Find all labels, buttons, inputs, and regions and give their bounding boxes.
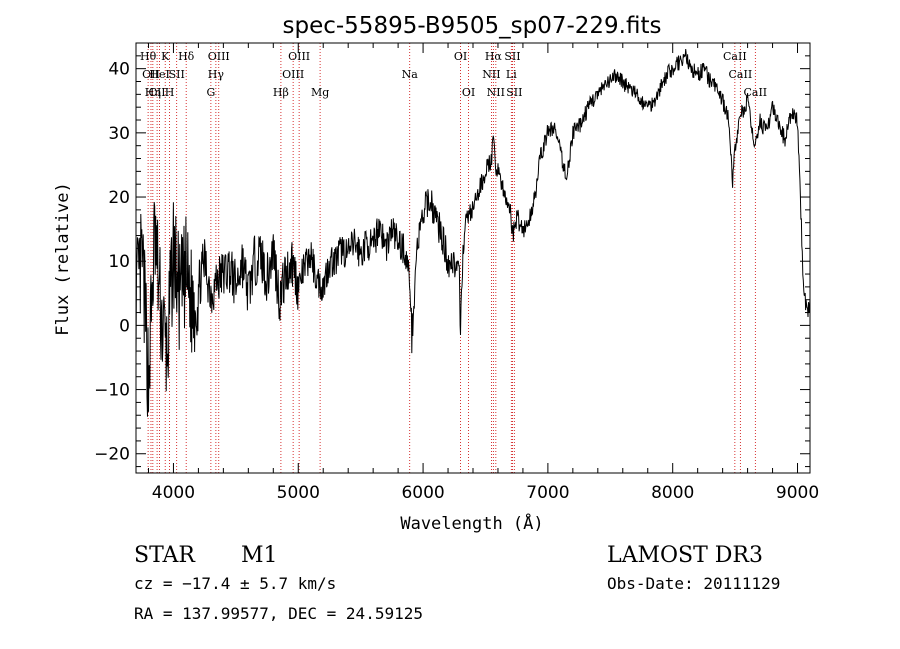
x-tick-label: 7000 [526,483,569,503]
spectral-line-label: NII [487,86,505,99]
spectral-line-label: Hα [485,50,503,63]
spectral-line-label: OII [142,68,160,81]
chart-title: spec-55895-B9505_sp07-229.fits [283,13,662,39]
spectral-line-label: CII [149,86,166,99]
spectral-line-label: OIII [282,68,304,81]
y-tick-label: −10 [94,381,130,401]
spectral-line-label: NII [482,68,500,81]
spectral-line-label: G [206,86,215,99]
x-tick-label: 5000 [277,483,320,503]
spectral-line-label: Na [402,68,419,81]
y-tick-label: 30 [108,124,130,144]
ra-dec-coordinates: RA = 137.99577, DEC = 24.59125 [134,604,423,623]
spectral-line-label: OI [454,50,467,63]
spectral-line-label: Hη [145,86,161,99]
spectral-line-label: SII [504,50,520,63]
y-axis-ticks: −20 −10 0 10 20 30 40 [94,42,810,468]
x-tick-label: 6000 [401,483,444,503]
y-tick-label: 20 [108,188,130,208]
object-class: STAR [134,543,196,568]
spectral-line-label: OI [462,86,475,99]
y-axis-label: Flux (relative) [53,182,73,336]
spectral-line-label: SII [506,86,522,99]
spectral-line-label: CaII [743,86,767,99]
spectral-line-label: CaII [723,50,747,63]
x-axis-ticks: 4000 5000 6000 7000 8000 9000 [147,43,819,503]
spectral-line-label: K [161,50,170,63]
spectral-line-label: OIII [288,50,310,63]
observation-date: Obs-Date: 20111129 [607,574,780,593]
spectral-line-label: Hβ [273,86,289,99]
spectral-line-label: H [165,86,175,99]
x-tick-label: 9000 [776,483,819,503]
spectral-line-label: Li [506,68,517,81]
spectral-line-label: Hδ [178,50,195,63]
spectral-line-label: Hγ [208,68,225,81]
y-tick-label: 0 [119,316,130,336]
spectrum-series-line [135,48,811,417]
spectral-line-label: Hθ [140,50,157,63]
spectral-line-label: Mg [311,86,329,99]
x-axis-label: Wavelength (Å) [400,512,543,534]
y-tick-label: 40 [108,60,130,80]
spectral-line-label: OIII [208,50,230,63]
plot-frame [135,42,811,474]
survey-name: LAMOST DR3 [607,543,763,568]
redshift-velocity: cz = −17.4 ± 5.7 km/s [134,574,336,593]
y-tick-label: −20 [94,445,130,465]
object-subclass: M1 [241,543,278,568]
x-tick-label: 8000 [651,483,694,503]
y-tick-label: 10 [108,252,130,272]
spectral-line-label: SII [169,68,185,81]
x-tick-label: 4000 [152,483,195,503]
spectral-line-label: CaII [729,68,753,81]
spectral-line-label: HeI [149,68,169,81]
